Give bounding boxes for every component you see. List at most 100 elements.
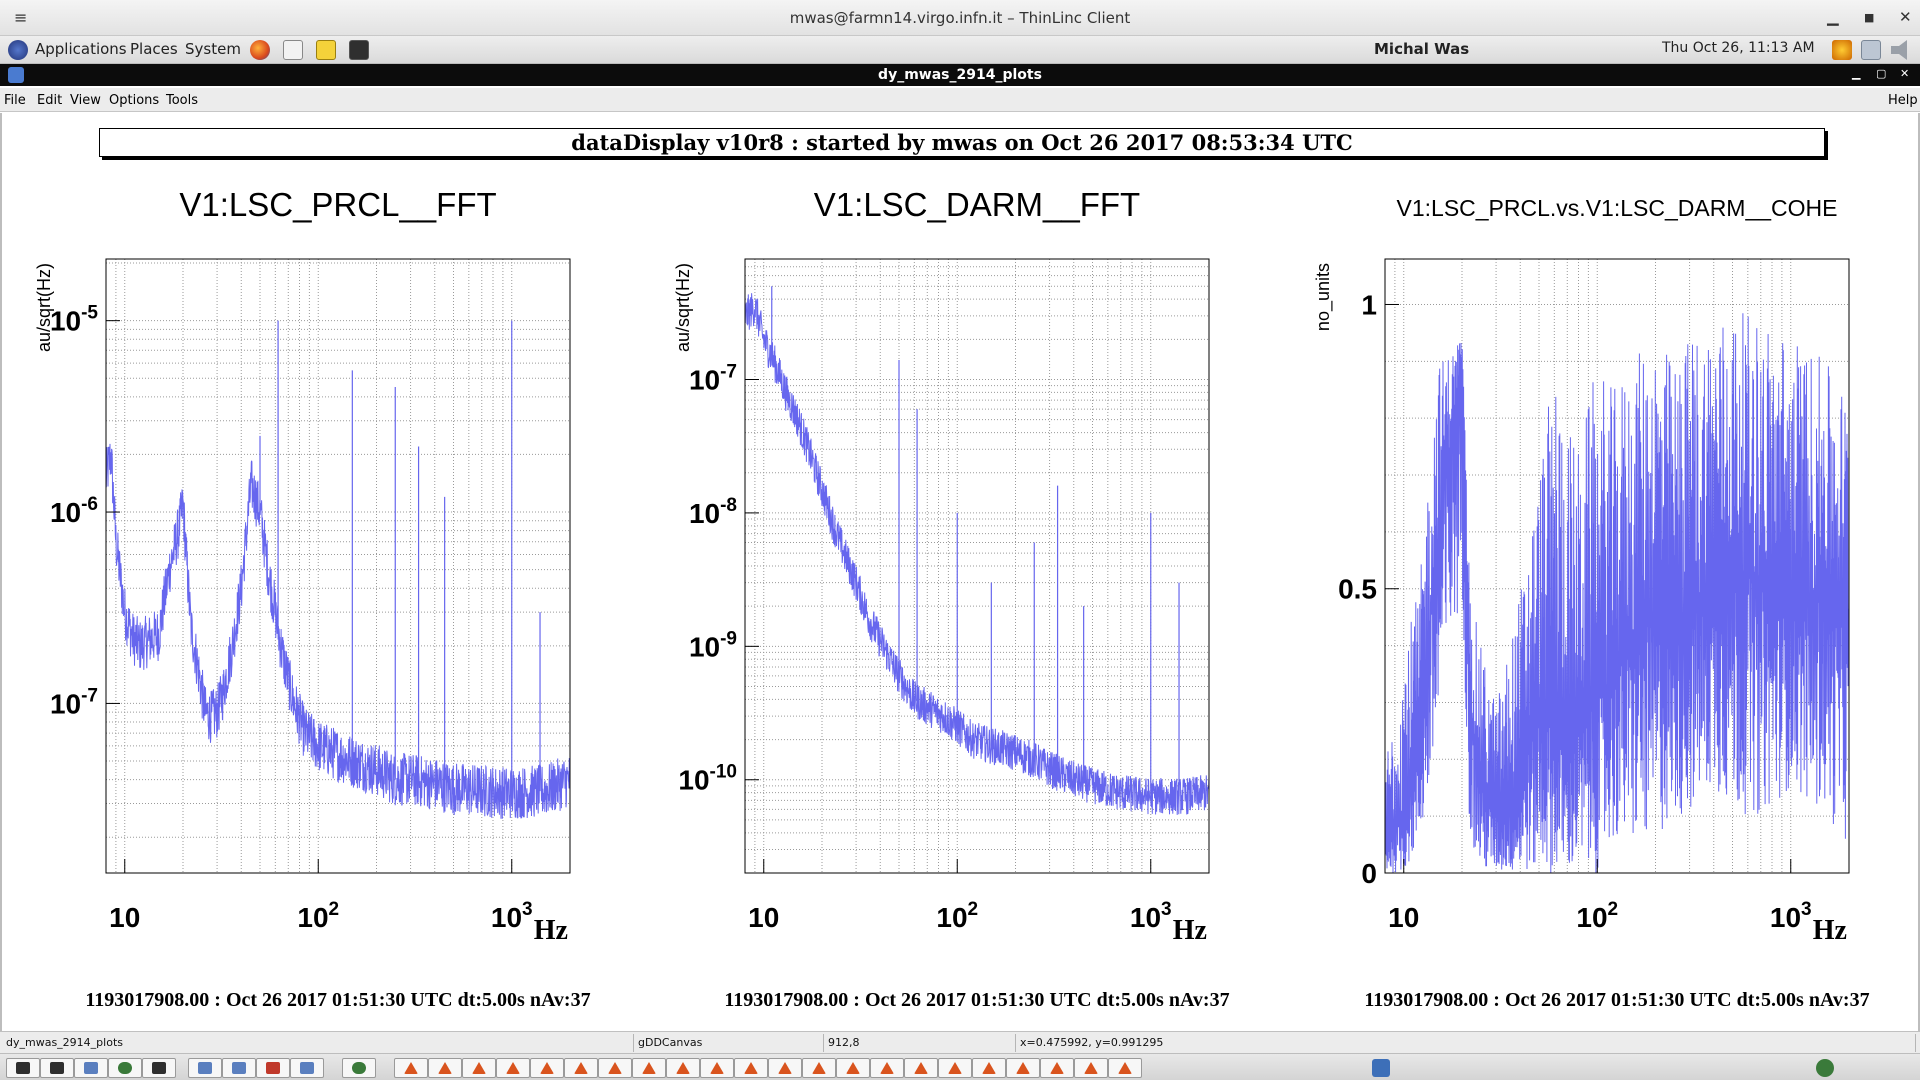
menu-options[interactable]: Options: [109, 93, 160, 108]
maximize-icon[interactable]: ■: [1864, 11, 1875, 24]
taskbar-button[interactable]: [40, 1058, 74, 1078]
matlab-icon: [642, 1062, 656, 1074]
y-tick-label: 10-8: [689, 495, 737, 529]
menu-file[interactable]: File: [4, 93, 26, 108]
taskbar-button[interactable]: [6, 1058, 40, 1078]
terminal-icon[interactable]: [349, 40, 369, 60]
clock[interactable]: Thu Oct 26, 11:13 AM: [1662, 40, 1815, 56]
terminal-icon: [152, 1062, 166, 1074]
taskbar-button[interactable]: [188, 1058, 222, 1078]
menu-help[interactable]: Help: [1888, 93, 1918, 108]
taskbar-button[interactable]: [632, 1058, 666, 1078]
taskbar-button[interactable]: [256, 1058, 290, 1078]
taskbar-button[interactable]: [870, 1058, 904, 1078]
taskbar-button[interactable]: [1040, 1058, 1074, 1078]
taskbar-button[interactable]: [564, 1058, 598, 1078]
app-window-title: dy_mwas_2914_plots: [878, 67, 1042, 83]
gdd-canvas[interactable]: dataDisplay v10r8 : started by mwas on O…: [0, 113, 1920, 1031]
taskbar-button[interactable]: [938, 1058, 972, 1078]
taskbar-button[interactable]: [394, 1058, 428, 1078]
mail-icon[interactable]: [283, 40, 303, 60]
taskbar-button[interactable]: [904, 1058, 938, 1078]
matlab-icon: [914, 1062, 928, 1074]
menu-places[interactable]: Places: [130, 40, 178, 58]
taskbar-app-icon[interactable]: [1372, 1059, 1390, 1077]
menu-system[interactable]: System: [185, 40, 241, 58]
menu-tools[interactable]: Tools: [166, 93, 199, 108]
menubar: File Edit View Options Tools Help: [0, 88, 1920, 112]
taskbar-button[interactable]: [700, 1058, 734, 1078]
taskbar-button[interactable]: [1074, 1058, 1108, 1078]
taskbar-button[interactable]: [496, 1058, 530, 1078]
matlab-icon: [506, 1062, 520, 1074]
window-icon: [84, 1062, 98, 1074]
window-menu-icon[interactable]: ≡: [14, 8, 28, 27]
status-object: gDDCanvas: [634, 1034, 824, 1052]
matlab-icon: [472, 1062, 486, 1074]
volume-icon[interactable]: [1891, 40, 1907, 60]
app-minimize-icon[interactable]: ▁: [1852, 67, 1861, 80]
taskbar-button[interactable]: [1108, 1058, 1142, 1078]
taskbar-button[interactable]: [598, 1058, 632, 1078]
statusbar: dy_mwas_2914_plots gDDCanvas 912,8 x=0.4…: [0, 1031, 1920, 1053]
network-icon[interactable]: [1861, 40, 1881, 60]
matlab-icon: [574, 1062, 588, 1074]
matlab-icon: [948, 1062, 962, 1074]
taskbar-button[interactable]: [222, 1058, 256, 1078]
y-tick-exponent: -9: [720, 628, 737, 649]
taskbar-button[interactable]: [108, 1058, 142, 1078]
matlab-icon: [540, 1062, 554, 1074]
taskbar-button[interactable]: [428, 1058, 462, 1078]
plot-frame: [744, 258, 1210, 874]
close-icon[interactable]: ✕: [1899, 8, 1912, 26]
x-tick-exponent: 3: [522, 899, 533, 920]
x-axis-label: Hz: [1173, 915, 1207, 946]
app-window-menu-icon[interactable]: [8, 67, 24, 83]
app-close-icon[interactable]: ✕: [1900, 67, 1910, 80]
weather-icon[interactable]: [1832, 40, 1852, 60]
x-tick-exponent: 2: [968, 899, 979, 920]
notes-icon[interactable]: [316, 40, 336, 60]
taskbar-button[interactable]: [836, 1058, 870, 1078]
taskbar-button[interactable]: [290, 1058, 324, 1078]
menu-view[interactable]: View: [70, 93, 101, 108]
minimize-icon[interactable]: ▁: [1827, 8, 1839, 26]
firefox-icon[interactable]: [250, 40, 270, 60]
x-tick-label: 10: [1388, 902, 1419, 933]
matlab-icon: [438, 1062, 452, 1074]
taskbar-button[interactable]: [972, 1058, 1006, 1078]
chrome-icon[interactable]: [1816, 1059, 1834, 1077]
data-trace: [744, 293, 1210, 815]
taskbar-button[interactable]: [1006, 1058, 1040, 1078]
matlab-icon: [1084, 1062, 1098, 1074]
taskbar-button[interactable]: [530, 1058, 564, 1078]
y-tick-exponent: -6: [81, 494, 98, 515]
x-tick-label: 102: [297, 899, 339, 933]
y-tick-exponent: -10: [710, 762, 737, 783]
window-icon: [300, 1062, 314, 1074]
taskbar-button[interactable]: [74, 1058, 108, 1078]
taskbar-button[interactable]: [768, 1058, 802, 1078]
taskbar-button[interactable]: [142, 1058, 176, 1078]
taskbar-button[interactable]: [666, 1058, 700, 1078]
plot-title: V1:LSC_DARM__FFT: [814, 186, 1140, 223]
taskbar-button[interactable]: [342, 1058, 376, 1078]
terminal-icon: [16, 1062, 30, 1074]
taskbar-button[interactable]: [734, 1058, 768, 1078]
menu-applications[interactable]: Applications: [35, 40, 127, 58]
taskbar-button[interactable]: [462, 1058, 496, 1078]
x-tick-exponent: 3: [1161, 899, 1172, 920]
app-maximize-icon[interactable]: ▢: [1876, 67, 1887, 80]
window-icon: [198, 1062, 212, 1074]
y-tick-label: 10-10: [678, 762, 737, 796]
matlab-icon: [778, 1062, 792, 1074]
datadisplay-banner: dataDisplay v10r8 : started by mwas on O…: [99, 128, 1825, 157]
menu-edit[interactable]: Edit: [37, 93, 63, 108]
gnome-foot-icon[interactable]: [8, 40, 28, 60]
x-tick-label: 103: [1130, 899, 1172, 933]
taskbar-button[interactable]: [802, 1058, 836, 1078]
plot-footer: 1193017908.00 : Oct 26 2017 01:51:30 UTC…: [1364, 989, 1869, 1011]
user-name[interactable]: Michal Was: [1374, 40, 1470, 58]
